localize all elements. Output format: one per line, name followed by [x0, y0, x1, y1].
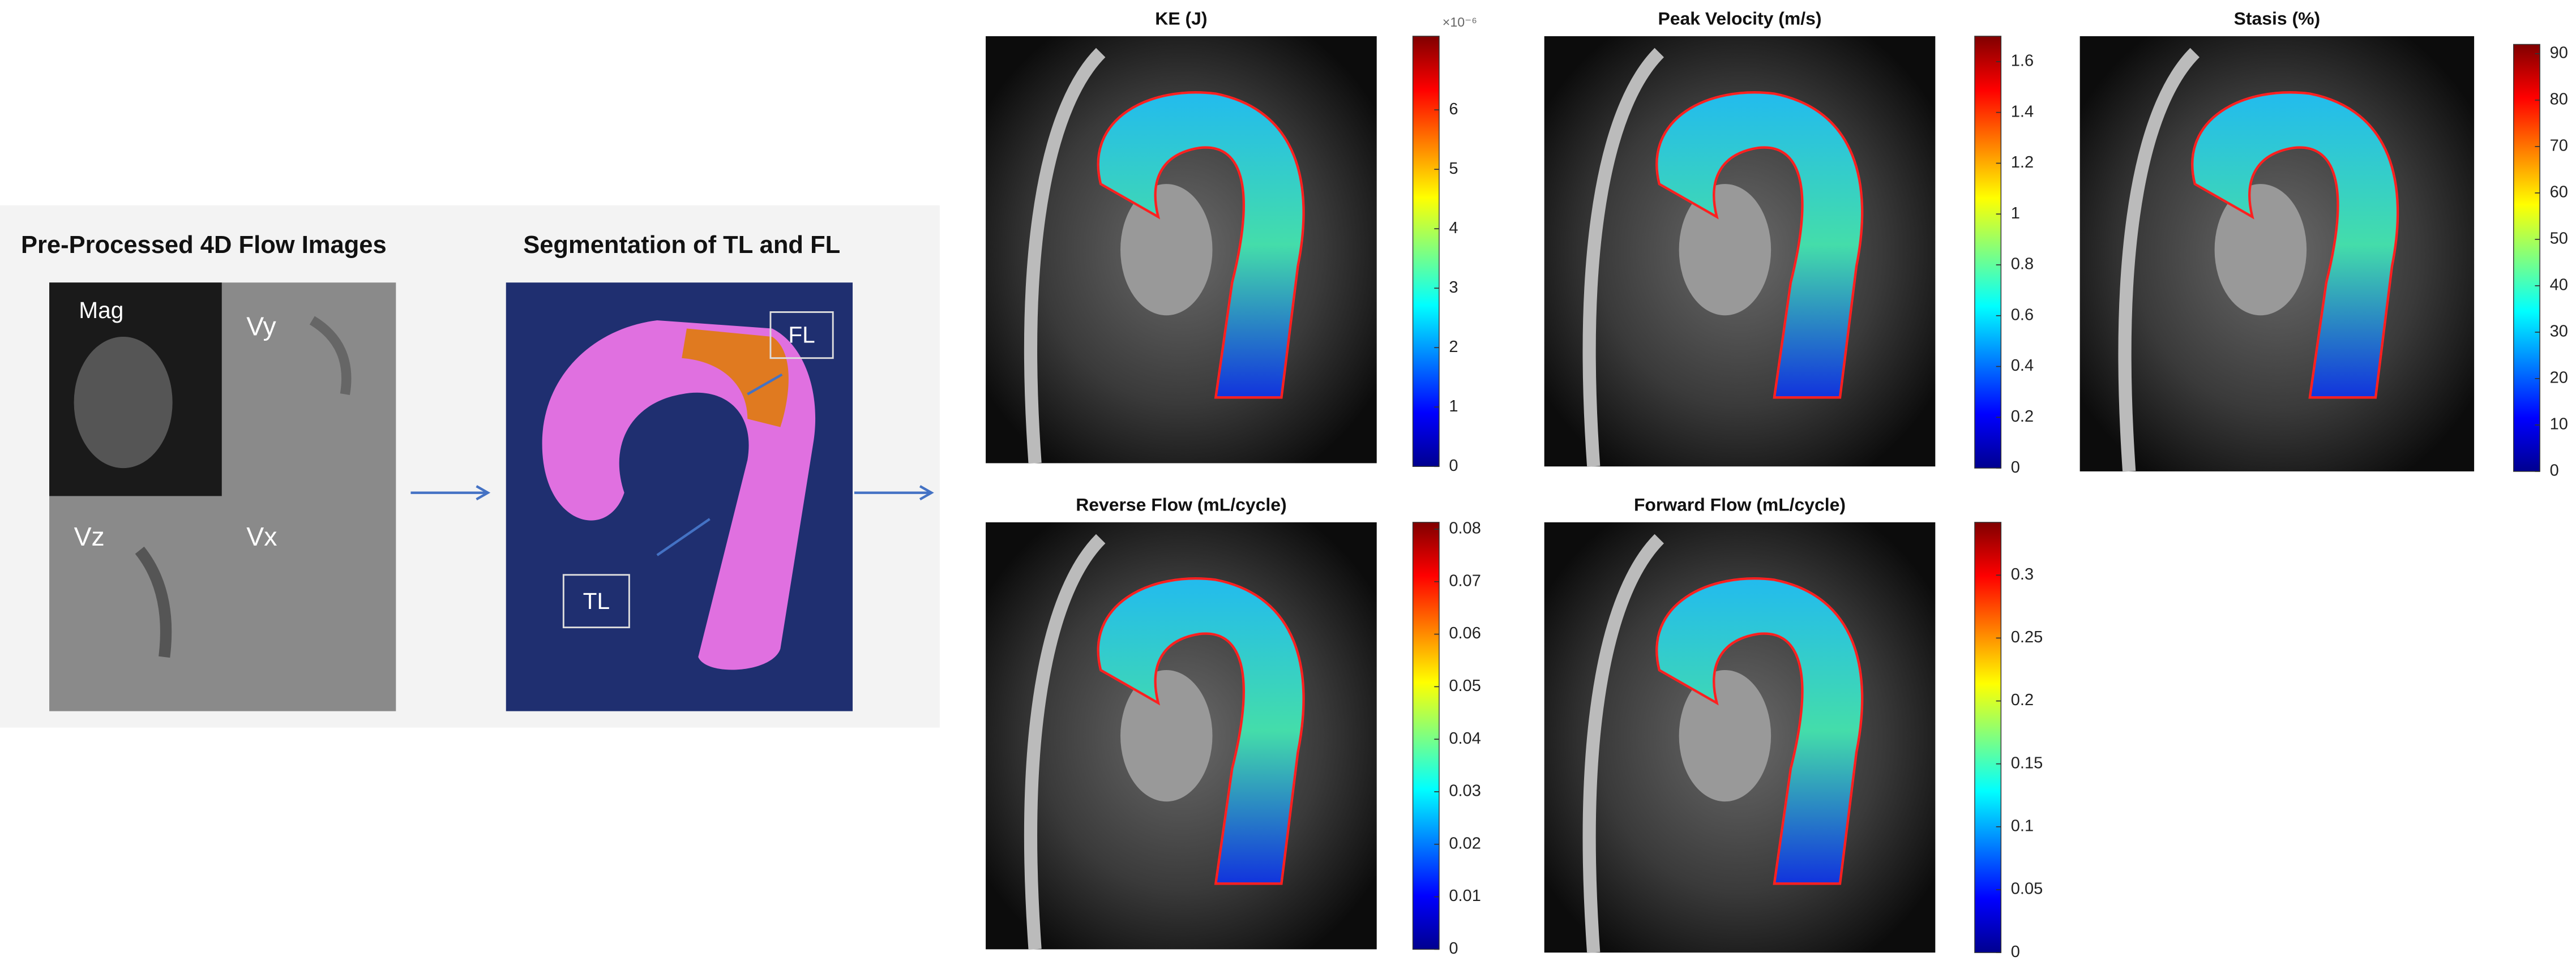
colorbar-tick-label: 4	[1449, 219, 1458, 237]
colorbar-tick-label: 0.06	[1449, 624, 1480, 642]
colorbar-tick-label: 0.4	[2011, 357, 2034, 375]
map-title: KE (J)	[1155, 8, 1207, 28]
label-box	[769, 311, 834, 359]
colorbar-tick-label: 0	[2550, 462, 2559, 480]
colorbar-tick-label: 0.04	[1449, 730, 1480, 748]
image-label: Mag	[79, 297, 123, 323]
colorbar-tick-label: 1.2	[2011, 153, 2034, 171]
heart	[2214, 184, 2307, 316]
heart	[1679, 184, 1771, 316]
aorta-map	[1097, 577, 1305, 885]
vessel-shadow	[135, 546, 172, 658]
map-title: Forward Flow (mL/cycle)	[1634, 494, 1846, 514]
chest-wall	[1024, 534, 1106, 950]
colorbar-tick-label: 3	[1449, 278, 1458, 297]
colorbar-tick-label: 0.15	[2011, 754, 2043, 772]
arrow	[410, 485, 491, 501]
panel-title: Pre-Processed 4D Flow Images	[21, 231, 387, 259]
colorbar-tick-label: 50	[2550, 230, 2568, 248]
colorbar-tick-label: 0.6	[2011, 306, 2034, 324]
colorbar-tick-label: 5	[1449, 160, 1458, 178]
colorbar-tick-label: 0	[2011, 458, 2020, 477]
colorbar-tick-label: 80	[2550, 91, 2568, 109]
aorta-map	[2191, 91, 2399, 399]
map-title: Reverse Flow (mL/cycle)	[1076, 494, 1286, 514]
image-label: Vy	[246, 312, 276, 341]
heart	[1120, 184, 1213, 316]
colorbar-scale: ×10⁻⁶	[1443, 15, 1477, 29]
colorbar-tick-label: 0	[2011, 943, 2020, 961]
colorbar-tick-label: 0.1	[2011, 817, 2034, 835]
colorbar	[2513, 44, 2540, 472]
aorta-map	[1655, 577, 1864, 885]
colorbar-tick-label: 10	[2550, 415, 2568, 434]
map-title: Peak Velocity (m/s)	[1658, 8, 1821, 28]
colorbar-tick-label: 2	[1449, 338, 1458, 356]
colorbar-tick-label: 20	[2550, 369, 2568, 387]
colorbar-tick-label: 0.05	[2011, 880, 2043, 898]
colorbar-tick-label: 0.08	[1449, 520, 1480, 538]
segment-label: FL	[788, 322, 815, 348]
colorbar-tick-label: 0.01	[1449, 887, 1480, 905]
colorbar-tick-label: 60	[2550, 183, 2568, 201]
aorta-map	[1655, 91, 1864, 399]
colorbar	[1412, 522, 1440, 950]
colorbar-tick-label: 0.2	[2011, 407, 2034, 426]
map-title: Stasis (%)	[2234, 8, 2321, 28]
colorbar-tick-label: 0	[1449, 457, 1458, 475]
segment-label: TL	[583, 588, 610, 614]
chest-wall	[1582, 534, 1664, 953]
chest-wall	[1582, 48, 1664, 467]
colorbar-tick-label: 70	[2550, 137, 2568, 155]
vessel-shadow	[309, 316, 352, 395]
colorbar-tick-label: 90	[2550, 44, 2568, 62]
colorbar-tick-label: 40	[2550, 276, 2568, 294]
heart	[1120, 670, 1213, 802]
colorbar	[1412, 36, 1440, 467]
colorbar-tick-label: 1	[1449, 397, 1458, 415]
label-box	[562, 574, 630, 629]
image-label: Vx	[246, 522, 277, 551]
colorbar-tick-label: 0.25	[2011, 628, 2043, 646]
panel-title: Segmentation of TL and FL	[523, 231, 840, 259]
colorbar-tick-label: 1	[2011, 204, 2020, 222]
colorbar-tick-label: 1.4	[2011, 102, 2034, 121]
colorbar	[1974, 36, 2002, 469]
colorbar-tick-label: 0.05	[1449, 677, 1480, 695]
colorbar-tick-label: 0	[1449, 939, 1458, 958]
chest-wall	[2118, 48, 2200, 472]
colorbar-tick-label: 0.07	[1449, 572, 1480, 590]
colorbar-tick-label: 30	[2550, 323, 2568, 341]
image-label: Vz	[74, 522, 105, 551]
colorbar-tick-label: 0.03	[1449, 782, 1480, 800]
false-lumen	[682, 328, 789, 427]
arrow	[854, 485, 934, 501]
colorbar-tick-label: 0.2	[2011, 691, 2034, 709]
colorbar-tick-label: 0.3	[2011, 565, 2034, 583]
aorta-map	[1097, 91, 1305, 399]
chest-wall	[1024, 48, 1106, 464]
heart	[1679, 670, 1771, 802]
colorbar-tick-label: 6	[1449, 100, 1458, 118]
colorbar-tick-label: 0.02	[1449, 834, 1480, 852]
magnitude-anatomy	[74, 336, 173, 469]
colorbar-tick-label: 1.6	[2011, 52, 2034, 70]
pointer	[656, 373, 783, 556]
colorbar	[1974, 522, 2002, 953]
colorbar-tick-label: 0.8	[2011, 255, 2034, 273]
